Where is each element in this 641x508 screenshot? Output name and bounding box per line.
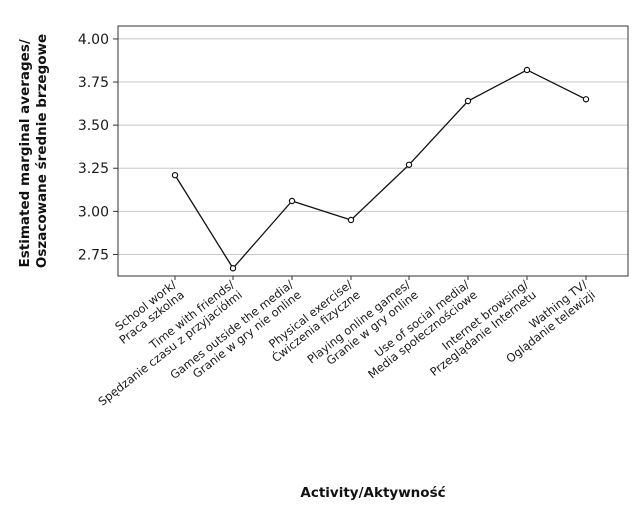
data-point xyxy=(582,96,590,103)
data-point xyxy=(229,265,237,272)
y-axis-title: Estimated marginal averages/ Oszacowane … xyxy=(17,34,50,268)
x-axis-title: Activity/Aktywność xyxy=(300,485,445,501)
gridlines xyxy=(118,38,628,255)
y-tick-label: 2.75 xyxy=(78,247,109,263)
data-point xyxy=(405,161,413,168)
data-series xyxy=(171,66,590,272)
data-point xyxy=(171,171,179,179)
y-axis-ticks: 2.75 3.00 3.25 3.50 3.75 4.00 xyxy=(78,32,118,263)
y-axis-title-line-1: Estimated marginal averages/ xyxy=(17,39,33,267)
data-point xyxy=(347,216,355,224)
series-line xyxy=(174,69,587,270)
y-tick-label: 3.25 xyxy=(78,161,109,177)
data-point xyxy=(523,66,531,74)
y-tick-label: 3.00 xyxy=(78,204,109,220)
y-tick-label: 3.75 xyxy=(78,75,109,91)
y-axis-title-line-2: Oszacowane średnie brzegowe xyxy=(34,34,50,268)
data-point xyxy=(464,97,472,105)
plot-frame xyxy=(117,25,629,277)
y-tick-label: 4.00 xyxy=(78,32,109,48)
data-point xyxy=(288,197,296,205)
y-tick-label: 3.50 xyxy=(78,118,109,134)
